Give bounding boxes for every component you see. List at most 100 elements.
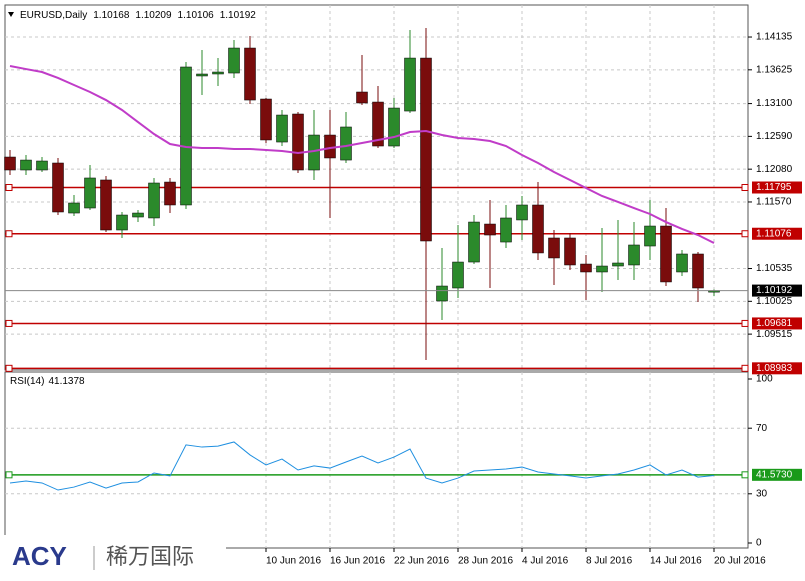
candle-body bbox=[596, 265, 608, 273]
indicator-title: RSI(14) bbox=[10, 376, 44, 387]
y-tick-label: 1.12080 bbox=[756, 164, 793, 175]
candle-body bbox=[436, 285, 448, 302]
header-icon bbox=[8, 12, 14, 17]
candle-body bbox=[116, 214, 128, 231]
candle-body bbox=[132, 212, 144, 218]
y-tick-label: 1.10025 bbox=[756, 296, 793, 307]
level-handle bbox=[741, 319, 749, 327]
candle-body bbox=[148, 182, 160, 219]
candle-body bbox=[212, 71, 224, 75]
y-tick-label: 1.09515 bbox=[756, 329, 793, 340]
rsi-line bbox=[9, 441, 715, 491]
level-label: 1.08983 bbox=[756, 363, 793, 374]
y-tick-label: 1.12590 bbox=[756, 131, 793, 142]
bid-label: 1.10192 bbox=[756, 285, 793, 296]
candle-body bbox=[36, 160, 48, 171]
candle-body bbox=[660, 225, 672, 283]
logo-box bbox=[0, 535, 226, 581]
candle-body bbox=[644, 225, 656, 247]
bid-label-box bbox=[752, 284, 802, 297]
candle-body bbox=[532, 204, 544, 254]
candle-body bbox=[676, 253, 688, 273]
chart-header: EURUSD,Daily 1.10168 1.10209 1.10106 1.10192 bbox=[20, 10, 256, 21]
candle-body bbox=[4, 156, 16, 171]
candle-body bbox=[452, 261, 464, 289]
candle-body bbox=[612, 262, 624, 267]
candle-body bbox=[260, 98, 272, 141]
candle-body bbox=[372, 101, 384, 147]
level-handle bbox=[5, 364, 13, 372]
candle-body bbox=[276, 114, 288, 143]
moving-average bbox=[9, 65, 715, 244]
level-label-box bbox=[752, 181, 802, 194]
candle-body bbox=[100, 179, 112, 231]
level-label-box bbox=[752, 468, 802, 481]
candle-body bbox=[164, 181, 176, 206]
x-tick-label: 10 Jun 2016 bbox=[266, 556, 321, 567]
candle-body bbox=[228, 47, 240, 74]
indicator-header: RSI(14) 41.1378 bbox=[10, 376, 85, 387]
indicator-value: 41.1378 bbox=[48, 376, 85, 387]
logo-brand: ACY bbox=[12, 541, 67, 571]
header-high: 1.10209 bbox=[135, 10, 172, 21]
candle-body bbox=[500, 217, 512, 243]
candle-body bbox=[628, 244, 640, 266]
x-tick-label: 14 Jul 2016 bbox=[650, 556, 702, 567]
level-handle bbox=[5, 471, 13, 479]
candle-body bbox=[484, 223, 496, 236]
x-tick-label: 8 Jul 2016 bbox=[586, 556, 633, 567]
candle-body bbox=[340, 126, 352, 161]
candle-body bbox=[548, 237, 560, 259]
x-tick-label: 28 Jun 2016 bbox=[458, 556, 513, 567]
x-tick-label: 22 Jun 2016 bbox=[394, 556, 449, 567]
level-handle bbox=[741, 230, 749, 238]
candle-body bbox=[52, 162, 64, 213]
level-label-box bbox=[752, 362, 802, 375]
y-tick-label: 0 bbox=[756, 538, 762, 549]
y-tick-label: 100 bbox=[756, 374, 773, 385]
logo-name: 稀万国际 bbox=[106, 544, 194, 569]
candle-body bbox=[68, 202, 80, 214]
y-tick-label: 1.10535 bbox=[756, 263, 793, 274]
level-handle bbox=[741, 364, 749, 372]
x-tick-label: 4 Jul 2016 bbox=[522, 556, 569, 567]
x-tick-label: 20 Jul 2016 bbox=[714, 556, 766, 567]
level-handle bbox=[5, 230, 13, 238]
y-tick-label: 1.13625 bbox=[756, 64, 793, 75]
candle-body bbox=[84, 177, 96, 209]
candle-body bbox=[388, 107, 400, 147]
candle-body bbox=[468, 221, 480, 263]
header-low: 1.10106 bbox=[178, 10, 215, 21]
candle-body bbox=[580, 263, 592, 273]
level-handle bbox=[5, 319, 13, 327]
candle-body bbox=[180, 66, 192, 206]
rsi-panel bbox=[4, 371, 749, 549]
candle-body bbox=[244, 47, 256, 101]
level-label: 1.11076 bbox=[756, 228, 792, 239]
candle-body bbox=[564, 237, 576, 266]
header-close: 1.10192 bbox=[220, 10, 257, 21]
candle-body bbox=[404, 57, 416, 112]
y-tick-label: 30 bbox=[756, 488, 768, 499]
plot-layer: EURUSD,Daily 1.10168 1.10209 1.10106 1.10192… bbox=[4, 5, 802, 567]
y-tick-label: 1.14135 bbox=[756, 32, 793, 43]
chart-title: EURUSD,Daily bbox=[20, 10, 87, 21]
level-label: 1.11795 bbox=[756, 182, 792, 193]
level-label: 41.5730 bbox=[756, 469, 793, 480]
logo: ACY 稀万国际 bbox=[0, 535, 226, 581]
level-label: 1.09681 bbox=[756, 318, 793, 329]
candle-body bbox=[292, 113, 304, 171]
y-tick-label: 70 bbox=[756, 423, 768, 434]
candle-body bbox=[356, 91, 368, 104]
y-tick-label: 1.13100 bbox=[756, 98, 793, 109]
candle-body bbox=[420, 57, 432, 242]
candle-body bbox=[196, 73, 208, 77]
x-tick-label: 16 Jun 2016 bbox=[330, 556, 385, 567]
level-handle bbox=[741, 471, 749, 479]
header-open: 1.10168 bbox=[93, 10, 130, 21]
level-handle bbox=[741, 184, 749, 191]
level-label-box bbox=[752, 227, 802, 240]
candle-body bbox=[20, 159, 32, 171]
candle-body bbox=[324, 134, 336, 159]
